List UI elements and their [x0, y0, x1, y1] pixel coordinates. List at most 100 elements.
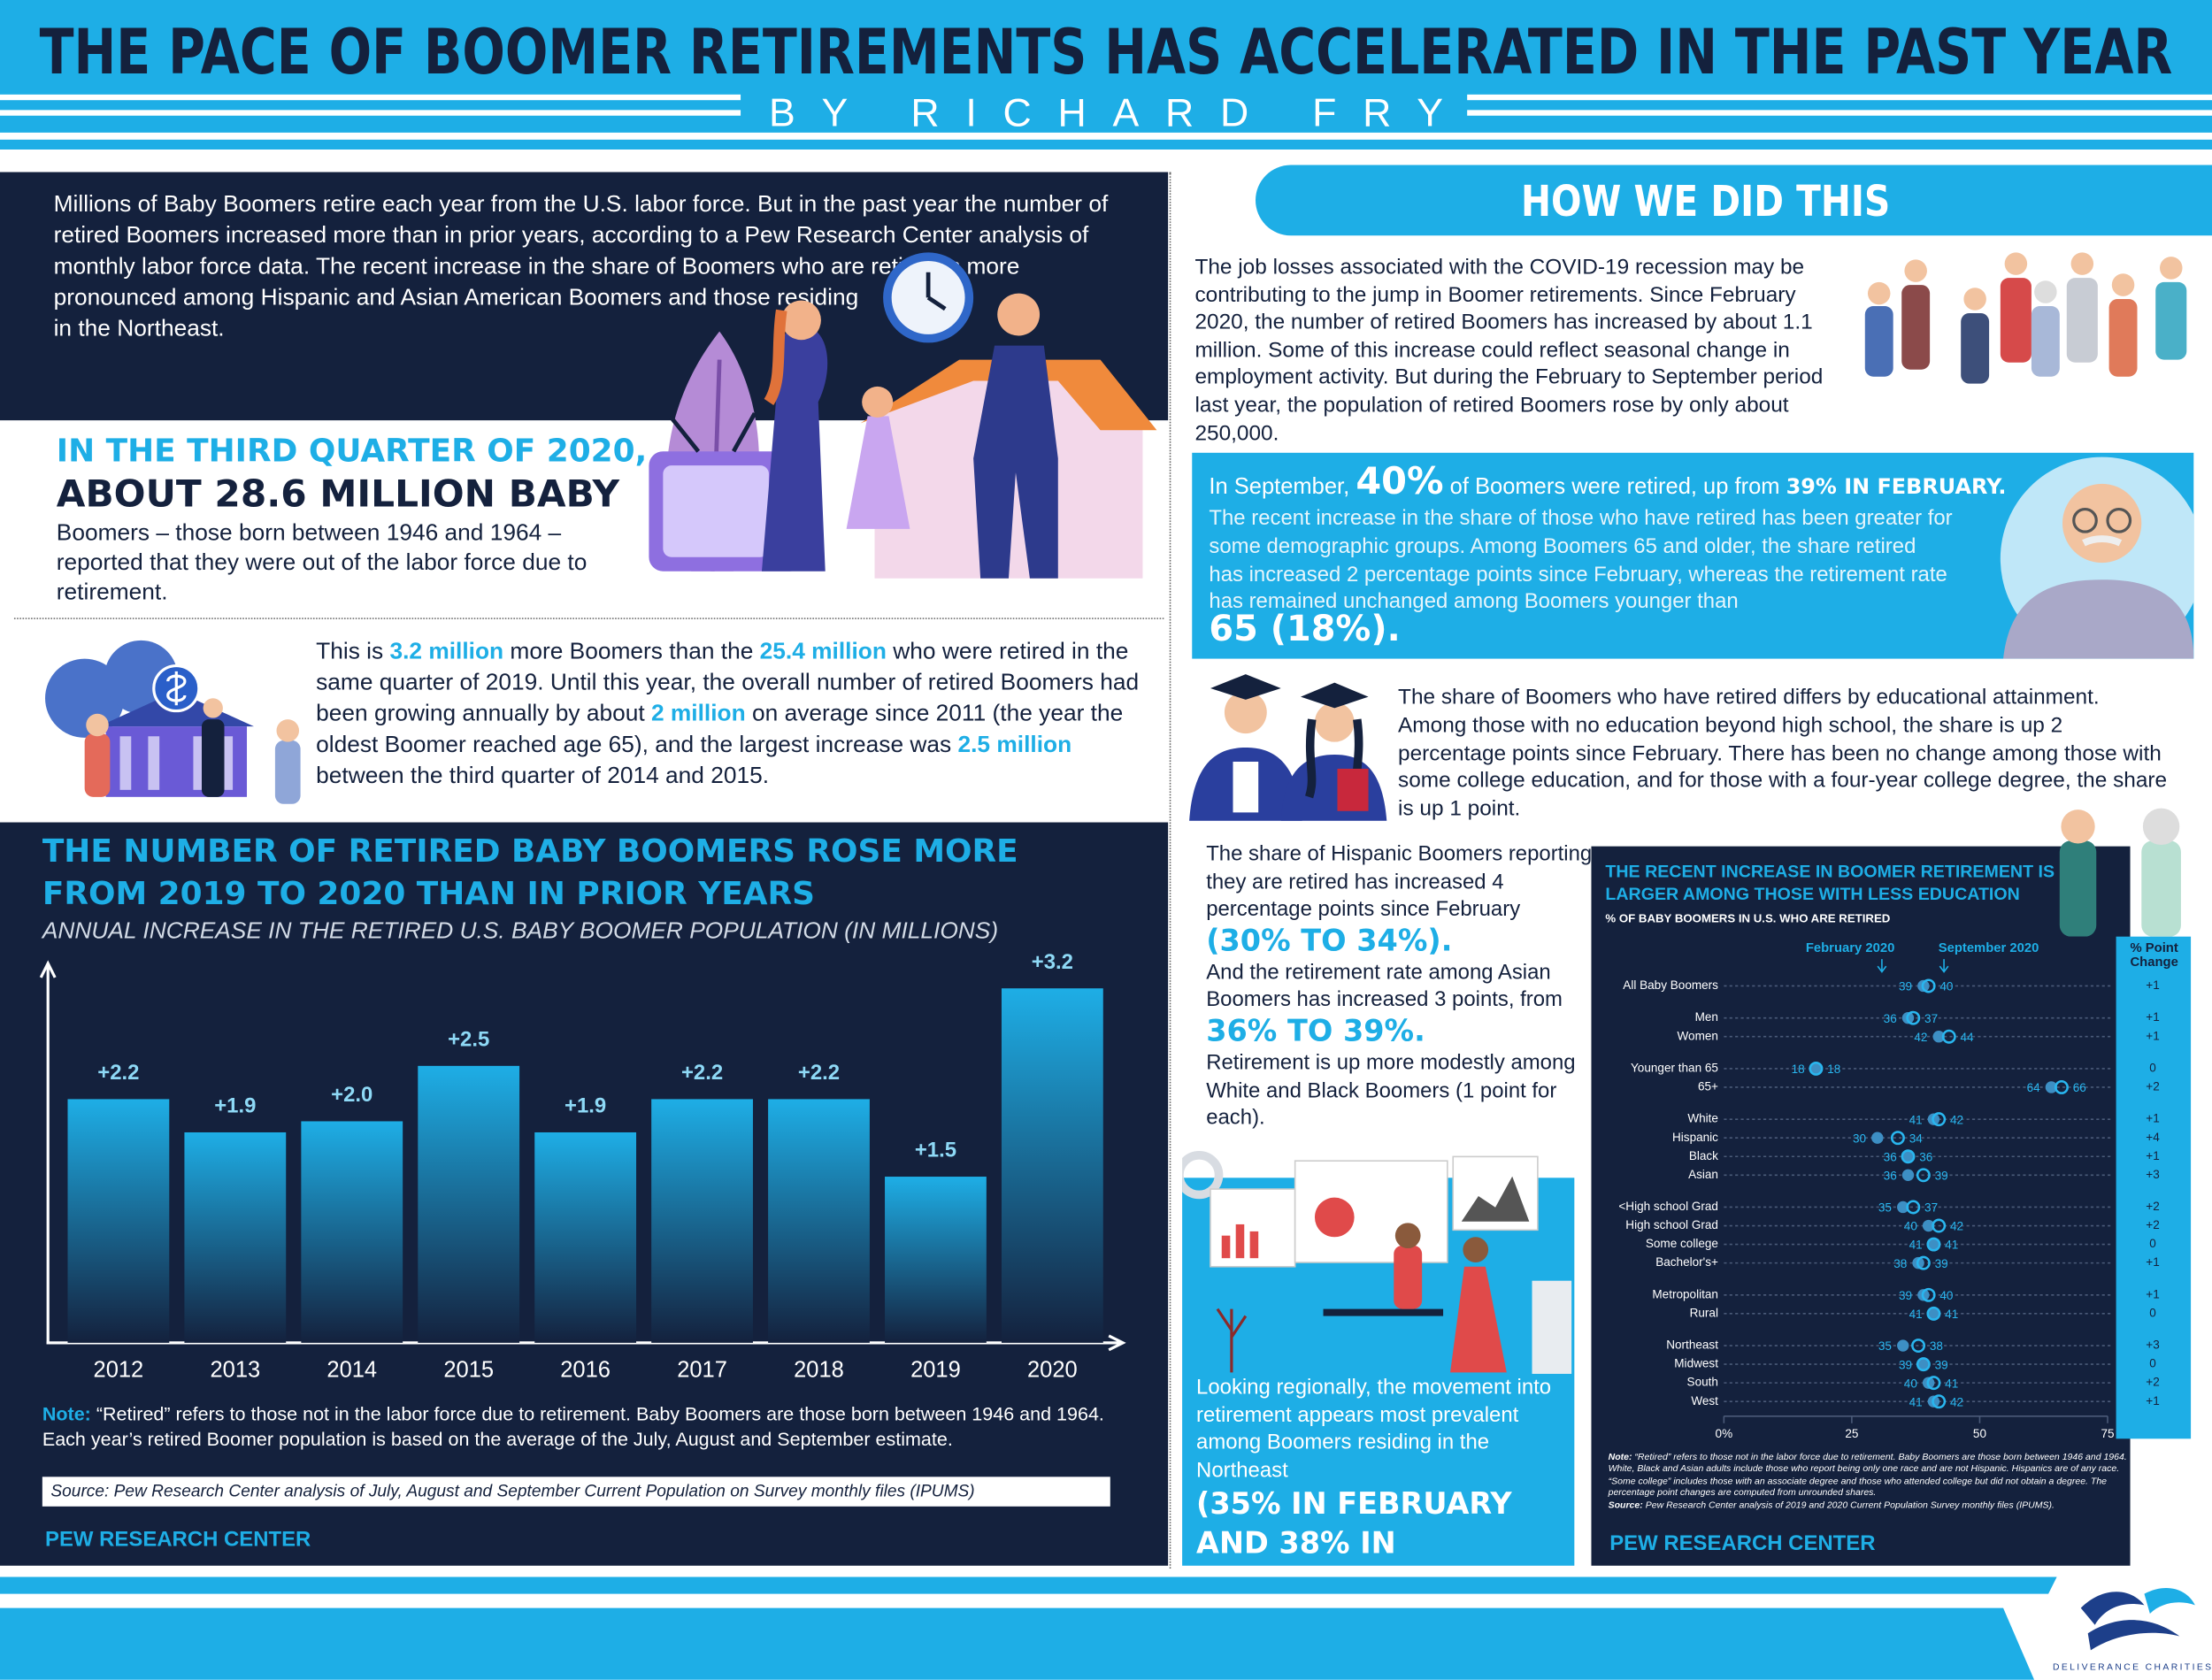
note-text: “Retired” refers to those not in the lab…	[1608, 1453, 2127, 1499]
woman-head	[1463, 1237, 1489, 1262]
change-label: +1	[2146, 1394, 2159, 1408]
september-lead: In September, 40% of Boomers were retire…	[1209, 461, 2006, 503]
change-label: +3	[2146, 1339, 2159, 1352]
decor-rect	[2155, 281, 2187, 360]
graduates-illustration	[1189, 674, 1387, 821]
dot-feb	[1917, 1358, 1930, 1370]
clock-hands	[926, 272, 947, 311]
elder-head	[2142, 808, 2180, 846]
dot-subtitle: % OF BABY BOOMERS IN U.S. WHO ARE RETIRE…	[1605, 910, 1891, 925]
mini-bar	[1249, 1231, 1259, 1259]
dot-sep	[1916, 1255, 1931, 1270]
dot-sep	[1926, 1376, 1941, 1391]
man	[201, 719, 225, 797]
row-label: Bachelor's+	[1655, 1255, 1718, 1269]
dot-feb	[1932, 1031, 1945, 1043]
highlight-line1: IN THE THIRD QUARTER OF 2020,	[56, 433, 648, 470]
dot-title: THE RECENT INCREASE IN BOOMER RETIREMENT…	[1605, 862, 2055, 905]
bar	[184, 1132, 287, 1343]
row-label: West	[1691, 1394, 1718, 1408]
legend-sep: September 2020	[1938, 940, 2039, 955]
change-label: +1	[2146, 978, 2159, 992]
dot-credit: PEW RESEARCH CENTER	[1609, 1531, 1876, 1556]
footer-band	[0, 1576, 2057, 1594]
footer-band	[0, 1607, 2035, 1680]
dot-notes: Note: “Retired” refers to those not in t…	[1609, 1453, 2128, 1512]
row-label: Black	[1689, 1149, 1718, 1162]
text: who were retired in the same quarter of …	[316, 639, 1140, 727]
feb-label: 36	[1884, 1169, 1897, 1182]
decor-rect	[1901, 285, 1931, 370]
dot-sep	[1906, 1010, 1921, 1025]
dot-feb	[1927, 1238, 1940, 1251]
september-box: In September, 40% of Boomers were retire…	[1192, 452, 2194, 659]
tv-screen	[663, 465, 769, 557]
sep-label: 44	[1961, 1031, 1975, 1044]
office-illustration	[1182, 1151, 1572, 1374]
elder	[274, 740, 301, 804]
decor-circle	[1904, 259, 1927, 282]
elder	[2031, 280, 2060, 377]
elder-head	[2061, 809, 2095, 844]
bar-panel: THE NUMBER OF RETIRED BABY BOOMERS ROSE …	[0, 822, 1169, 1566]
x-tick-label: 2019	[910, 1357, 961, 1382]
sep-label: 41	[1945, 1308, 1958, 1321]
row-label: Men	[1695, 1010, 1718, 1024]
mini-bar	[1235, 1224, 1245, 1259]
dot-sep	[1941, 1029, 1956, 1044]
cap	[1301, 682, 1369, 709]
september-emphasis: 65 (18%).	[1209, 608, 1401, 649]
logo-text: DELIVERANCE CHARITIES	[2053, 1662, 2212, 1672]
dollar-sign	[166, 671, 187, 706]
feb-label: 40	[1904, 1220, 1917, 1233]
value-label: +3.2	[1032, 950, 1073, 974]
highlight: 2 million	[650, 701, 746, 727]
row-label: <High school Grad	[1618, 1200, 1718, 1213]
value-label: +2.5	[448, 1027, 489, 1051]
stripe	[0, 110, 741, 116]
dot-panel	[1591, 846, 2131, 1566]
row-label: Metropolitan	[1652, 1287, 1718, 1300]
bar-note: Note: “Retired” refers to those not in t…	[42, 1402, 1129, 1453]
dot-sep	[1926, 1306, 1941, 1321]
x-tick-label: 2018	[794, 1357, 844, 1382]
bank-illustration	[45, 640, 301, 804]
change-header: % Point Change	[2130, 940, 2178, 970]
row-label: Rural	[1690, 1306, 1718, 1319]
elder	[84, 733, 111, 797]
feb-label: 64	[2027, 1081, 2041, 1094]
highlight: 3.2 million	[389, 639, 504, 664]
highlight: 25.4 million	[759, 639, 887, 664]
stripe	[1467, 110, 2212, 116]
plant	[1216, 1308, 1248, 1373]
text: more Boomers than the	[503, 639, 760, 664]
change-label: +1	[2146, 1287, 2159, 1300]
roof	[860, 359, 1157, 431]
asian-change: 36% TO 39%.	[1206, 1014, 1425, 1048]
desk	[1323, 1308, 1444, 1316]
sep-label: 42	[1950, 1395, 1963, 1408]
sep-label: 40	[1939, 1289, 1953, 1302]
decor-circle	[2070, 252, 2094, 275]
feb-label: 36	[1884, 1150, 1897, 1163]
dot-feb	[1897, 1201, 1909, 1214]
dot-feb	[1927, 1308, 1940, 1320]
feb-label: 35	[1878, 1201, 1892, 1215]
change-label: +1	[2146, 1029, 2159, 1042]
hispanic-text: The share of Hispanic Boomers reporting …	[1206, 841, 1593, 922]
diploma	[1233, 761, 1259, 813]
feb-label: 39	[1899, 1358, 1912, 1371]
row-label: High school Grad	[1625, 1218, 1718, 1231]
value-label: +2.2	[798, 1061, 840, 1085]
sep-label: 41	[1945, 1377, 1958, 1390]
sep-label: 38	[1930, 1339, 1943, 1353]
mini-area	[1461, 1176, 1530, 1222]
face	[1314, 702, 1355, 742]
x-tick-label: 75	[2101, 1427, 2114, 1440]
face	[2062, 483, 2142, 564]
change-label: +2	[2146, 1376, 2159, 1389]
separator	[13, 618, 1164, 619]
feb-label: 42	[1914, 1031, 1927, 1044]
x-tick-label: 2015	[443, 1357, 494, 1382]
clock-face	[891, 260, 965, 334]
